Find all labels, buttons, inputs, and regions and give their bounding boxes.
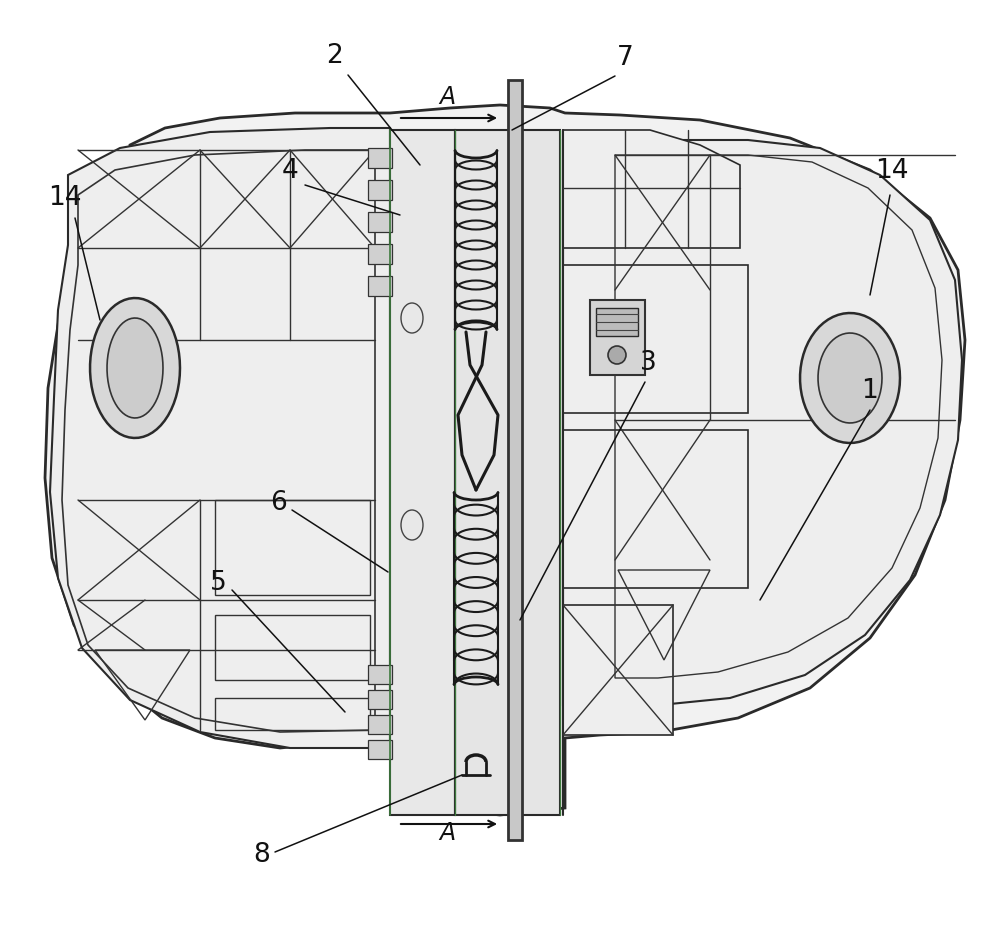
Polygon shape: [90, 298, 180, 438]
Bar: [215, 500, 370, 595]
Text: A: A: [439, 821, 455, 845]
Polygon shape: [563, 130, 740, 248]
Polygon shape: [818, 333, 882, 423]
Polygon shape: [45, 105, 965, 815]
Bar: [368, 276, 392, 296]
Text: 8: 8: [254, 842, 270, 868]
Bar: [368, 212, 392, 232]
Bar: [563, 265, 748, 413]
Bar: [563, 430, 748, 588]
Bar: [368, 180, 392, 200]
Bar: [215, 615, 370, 680]
Circle shape: [608, 346, 626, 364]
Bar: [368, 148, 392, 168]
Bar: [390, 130, 455, 815]
Bar: [563, 605, 673, 735]
Polygon shape: [563, 140, 962, 705]
Text: 14: 14: [48, 185, 82, 211]
Bar: [368, 715, 392, 734]
Bar: [368, 244, 392, 264]
Bar: [508, 80, 522, 840]
Bar: [368, 665, 392, 684]
Text: 4: 4: [282, 158, 298, 184]
Text: 7: 7: [617, 45, 633, 71]
Bar: [455, 130, 560, 815]
Bar: [596, 308, 638, 336]
Text: A: A: [439, 85, 455, 109]
Text: 6: 6: [270, 490, 286, 516]
Text: 2: 2: [327, 43, 343, 69]
Polygon shape: [50, 128, 390, 748]
Bar: [368, 740, 392, 759]
Text: 14: 14: [875, 158, 908, 184]
Text: 1: 1: [862, 378, 878, 404]
Polygon shape: [800, 313, 900, 443]
Bar: [368, 690, 392, 709]
Text: 3: 3: [640, 350, 656, 376]
Polygon shape: [107, 318, 163, 418]
Text: 5: 5: [210, 570, 226, 596]
Bar: [590, 300, 645, 375]
Bar: [215, 698, 370, 730]
